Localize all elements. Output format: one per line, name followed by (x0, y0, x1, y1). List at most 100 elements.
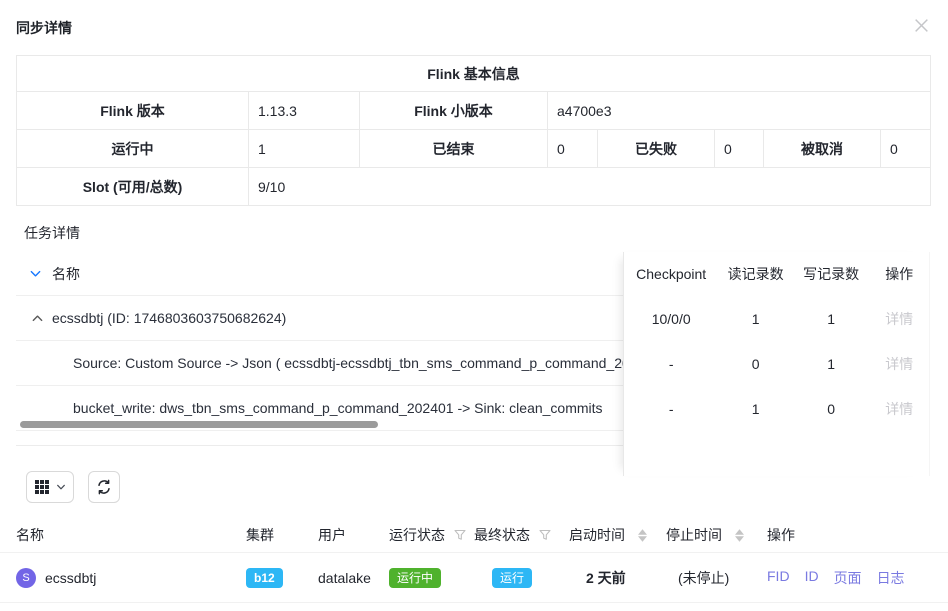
cluster-badge: b12 (246, 567, 283, 588)
finished-value: 0 (547, 129, 598, 168)
read-records-value: 1 (751, 400, 760, 417)
final-state-badge: 运行 (492, 567, 533, 588)
read-records-value: 1 (751, 310, 760, 327)
slot-label: Slot (可用/总数) (16, 167, 249, 206)
jobs-user-header: 用户 (318, 527, 346, 543)
flink-minor-version-value: a4700e3 (546, 91, 932, 130)
job-stop-time-cell: (未停止) (678, 569, 730, 586)
task-row-child: bucket_write: dws_tbn_sms_command_p_comm… (16, 386, 623, 431)
jobs-cluster-header: 集群 (246, 527, 274, 543)
start-time-header-label: 启动时间 (569, 527, 625, 543)
read-records-value: 0 (751, 355, 760, 372)
page-link[interactable]: 页面 (833, 569, 862, 586)
chevron-down-icon (56, 484, 65, 490)
failed-label: 已失败 (597, 129, 715, 168)
job-name: ecssdbtj (45, 569, 97, 586)
flink-version-label: Flink 版本 (16, 91, 249, 130)
finished-label: 已结束 (359, 129, 548, 168)
jobs-table-header: 名称 集群 用户 运行状态 最终状态 启动时间 (0, 518, 948, 553)
section-divider (16, 445, 930, 446)
close-icon[interactable] (910, 14, 932, 36)
job-row: S ecssdbtj b12 datalake 运行中 运行 2 天前 (未停止… (0, 553, 948, 603)
detail-link[interactable]: 详情 (885, 310, 914, 327)
jobs-table: 名称 集群 用户 运行状态 最终状态 启动时间 (0, 518, 948, 603)
filter-icon[interactable] (454, 529, 466, 541)
write-records-value: 1 (827, 310, 836, 327)
column-settings-button[interactable] (26, 471, 74, 503)
job-user-cell: datalake (318, 569, 371, 586)
fid-link[interactable]: FID (767, 567, 790, 584)
write-records-value: 1 (827, 355, 836, 372)
collapse-chevron-up-icon[interactable] (30, 311, 44, 325)
table-row: Slot (可用/总数) 9/10 (16, 167, 932, 206)
job-run-state-cell: 运行中 (389, 567, 474, 588)
task-row-values: - 0 1 详情 (624, 341, 929, 386)
task-name: Source: Custom Source -> Json ( ecssdbtj… (73, 355, 623, 371)
grid-icon (34, 480, 49, 494)
job-name-cell: S ecssdbtj (0, 567, 246, 588)
jobs-run-state-header: 运行状态 (389, 525, 474, 545)
task-table-left: 名称 ecssdbtj (ID: 1746803603750682624) So… (16, 252, 623, 431)
task-row-values: - 1 0 详情 (624, 386, 929, 431)
table-row: Flink 版本 1.13.3 Flink 小版本 a4700e3 (16, 91, 932, 130)
detail-link[interactable]: 详情 (885, 355, 914, 372)
fixed-columns-header: Checkpoint 读记录数 写记录数 操作 (624, 252, 929, 296)
avatar: S (16, 567, 36, 588)
sorter-icon[interactable] (638, 528, 647, 542)
flink-version-value: 1.13.3 (248, 91, 360, 130)
jobs-name-header: 名称 (16, 527, 44, 543)
table-row: 运行中 1 已结束 0 已失败 0 被取消 0 (16, 129, 932, 168)
refresh-button[interactable] (88, 471, 120, 503)
checkpoint-value: 10/0/0 (651, 310, 691, 327)
task-name: ecssdbtj (ID: 1746803603750682624) (52, 310, 287, 326)
task-name: bucket_write: dws_tbn_sms_command_p_comm… (73, 400, 603, 416)
detail-link[interactable]: 详情 (885, 400, 914, 417)
log-link[interactable]: 日志 (876, 569, 905, 586)
toolbar (26, 471, 948, 503)
canceled-label: 被取消 (763, 129, 881, 168)
modal-title: 同步详情 (16, 20, 72, 36)
run-state-badge: 运行中 (389, 567, 442, 588)
action-column-header: 操作 (885, 266, 914, 282)
jobs-stop-time-header: 停止时间 (666, 525, 767, 545)
flink-minor-version-label: Flink 小版本 (359, 91, 548, 130)
canceled-value: 0 (879, 129, 932, 168)
job-cluster-cell: b12 (246, 567, 318, 588)
stop-time-header-label: 停止时间 (666, 527, 722, 543)
write-records-value: 0 (827, 400, 836, 417)
final-state-header-label: 最终状态 (474, 527, 530, 543)
failed-value: 0 (714, 129, 764, 168)
write-records-column-header: 写记录数 (803, 266, 860, 282)
running-value: 1 (248, 129, 360, 168)
id-link[interactable]: ID (804, 567, 819, 584)
running-label: 运行中 (16, 129, 249, 168)
job-action-cell: FID ID 页面 日志 (767, 568, 927, 588)
task-table: 名称 ecssdbtj (ID: 1746803603750682624) So… (16, 252, 930, 476)
flink-info-caption: Flink 基本信息 (15, 55, 932, 92)
checkpoint-column-header: Checkpoint (636, 266, 707, 282)
modal-header: 同步详情 (0, 0, 948, 50)
checkpoint-value: - (668, 400, 674, 417)
task-section-title: 任务详情 (24, 225, 80, 241)
jobs-final-state-header: 最终状态 (474, 525, 569, 545)
task-table-header: 名称 (16, 252, 623, 296)
sorter-icon[interactable] (735, 528, 744, 542)
filter-icon[interactable] (539, 529, 551, 541)
job-final-state-cell: 运行 (474, 567, 569, 588)
task-row-child: Source: Custom Source -> Json ( ecssdbtj… (16, 341, 623, 386)
expand-all-chevron-down-icon[interactable] (28, 267, 42, 281)
task-row-values: 10/0/0 1 1 详情 (624, 296, 929, 341)
read-records-column-header: 读记录数 (727, 266, 784, 282)
jobs-action-header: 操作 (767, 527, 795, 543)
jobs-start-time-header: 启动时间 (569, 525, 666, 545)
run-state-header-label: 运行状态 (389, 527, 445, 543)
task-table-fixed-columns: Checkpoint 读记录数 写记录数 操作 10/0/0 1 1 详情 - … (623, 252, 930, 476)
job-start-time-cell: 2 天前 (586, 569, 626, 586)
flink-info-table: Flink 基本信息 Flink 版本 1.13.3 Flink 小版本 a47… (0, 50, 948, 206)
task-row-parent: ecssdbtj (ID: 1746803603750682624) (16, 296, 623, 341)
refresh-icon (98, 479, 110, 495)
slot-value: 9/10 (247, 167, 932, 206)
checkpoint-value: - (668, 355, 674, 372)
horizontal-scrollbar-thumb[interactable] (20, 421, 378, 428)
